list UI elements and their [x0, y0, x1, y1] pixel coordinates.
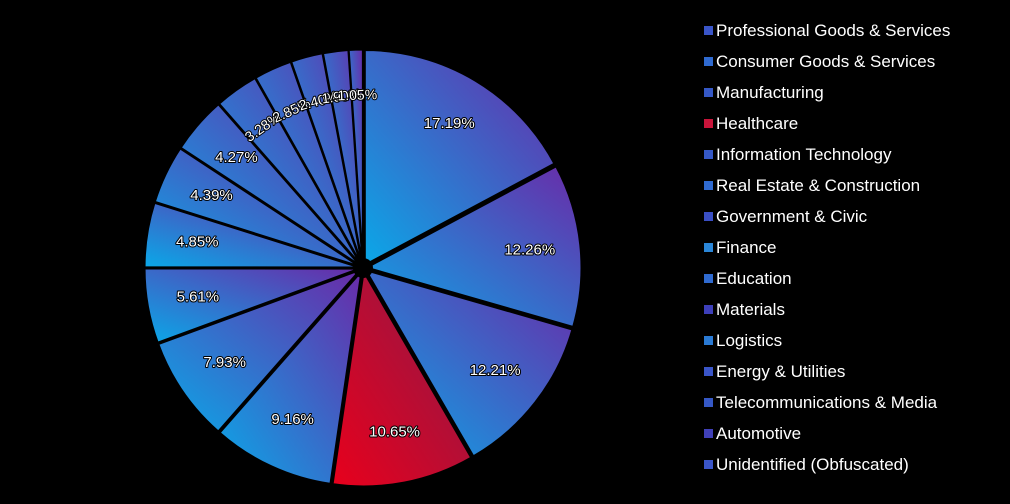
legend-item-telecommunications-media: Telecommunications & Media — [700, 392, 1000, 423]
legend-label: Information Technology — [716, 145, 892, 164]
legend-item-finance: Finance — [700, 237, 1000, 268]
pie-label-real-estate-construction: 7.93% — [203, 354, 246, 371]
legend-label: Government & Civic — [716, 207, 868, 226]
pie-slice-manufacturing — [363, 268, 574, 458]
legend-item-logistics: Logistics — [700, 330, 1000, 361]
legend-item-consumer-goods-services: Consumer Goods & Services — [700, 51, 1000, 82]
legend-label: Telecommunications & Media — [716, 393, 938, 412]
legend-item-manufacturing: Manufacturing — [700, 82, 1000, 113]
legend-swatch — [704, 181, 713, 190]
pie-slice-healthcare — [331, 268, 473, 488]
pie-slice-professional-goods-services — [363, 48, 556, 267]
pie-label-healthcare: 10.65% — [369, 424, 420, 441]
legend-swatch — [704, 398, 713, 407]
pie-label-consumer-goods-services: 12.26% — [504, 241, 555, 258]
legend-label: Consumer Goods & Services — [716, 52, 936, 71]
legend-item-healthcare: Healthcare — [700, 113, 1000, 144]
legend-label: Logistics — [716, 331, 783, 350]
legend-swatch — [704, 367, 713, 376]
chart-legend: Professional Goods & Services Consumer Go… — [700, 20, 1000, 485]
legend-label: Materials — [716, 300, 785, 319]
pie-slice-unidentified-obfuscated — [347, 48, 364, 265]
legend-item-information-technology: Information Technology — [700, 144, 1000, 175]
legend-item-energy-utilities: Energy & Utilities — [700, 361, 1000, 392]
legend-item-education: Education — [700, 268, 1000, 299]
legend-swatch — [704, 243, 713, 252]
pie-label-information-technology: 9.16% — [271, 411, 314, 428]
pie-slice-consumer-goods-services — [363, 164, 583, 329]
pie-label-automotive: 1.90% — [321, 86, 362, 107]
legend-swatch — [704, 57, 713, 66]
legend-label: Real Estate & Construction — [716, 176, 921, 195]
legend-label: Professional Goods & Services — [716, 21, 951, 40]
legend-label: Automotive — [716, 424, 802, 443]
pie-center-hub — [353, 258, 373, 278]
legend-label: Healthcare — [716, 114, 799, 133]
legend-item-materials: Materials — [700, 299, 1000, 330]
legend-swatch — [704, 150, 713, 159]
legend-label: Manufacturing — [716, 83, 824, 102]
pie-slice-information-technology — [218, 267, 364, 486]
legend-swatch — [704, 429, 713, 438]
pie-slice-finance — [143, 201, 360, 269]
legend-item-government-civic: Government & Civic — [700, 206, 1000, 237]
legend-swatch — [704, 212, 713, 221]
pie-slice-real-estate-construction — [157, 269, 361, 433]
pie-label-professional-goods-services: 17.19% — [424, 115, 475, 132]
pie-label-unidentified-obfuscated: 1.05% — [337, 86, 377, 103]
legend-item-real-estate-construction: Real Estate & Construction — [700, 175, 1000, 206]
legend-swatch — [704, 305, 713, 314]
pie-label-materials: 4.27% — [215, 149, 258, 166]
legend-swatch — [704, 274, 713, 283]
pie-label-finance: 4.85% — [176, 233, 219, 250]
legend-item-automotive: Automotive — [700, 423, 1000, 454]
legend-label: Finance — [716, 238, 777, 257]
legend-swatch — [704, 460, 713, 469]
legend-swatch — [704, 88, 713, 97]
legend-item-unidentified-obfuscated: Unidentified (Obfuscated) — [700, 454, 1000, 485]
pie-label-manufacturing: 12.21% — [470, 362, 521, 379]
legend-label: Unidentified (Obfuscated) — [716, 455, 909, 474]
legend-swatch — [704, 336, 713, 345]
pie-slice-government-civic — [143, 267, 360, 344]
legend-swatch — [704, 26, 713, 35]
legend-item-professional-goods-services: Professional Goods & Services — [700, 20, 1000, 51]
pie-slices — [143, 48, 583, 488]
pie-label-education: 4.39% — [190, 187, 233, 204]
legend-label: Education — [716, 269, 792, 288]
legend-label: Energy & Utilities — [716, 362, 846, 381]
pie-label-government-civic: 5.61% — [177, 288, 220, 305]
legend-swatch — [704, 119, 713, 128]
